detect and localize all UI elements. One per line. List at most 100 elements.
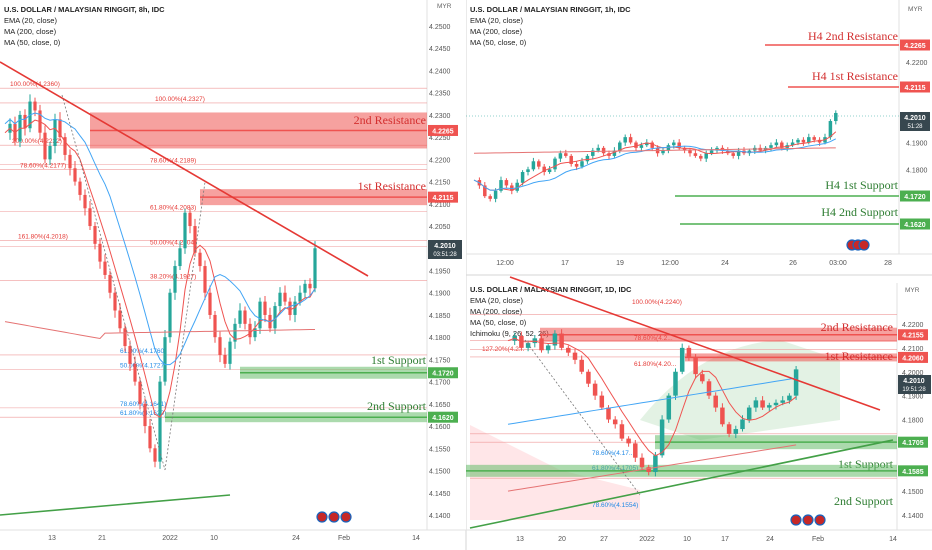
candle-body <box>599 395 605 408</box>
zone-label: 2nd Resistance <box>354 113 426 127</box>
price-tick-label: 4.1850 <box>429 313 451 320</box>
candle-body <box>515 182 519 191</box>
candle-body <box>646 467 651 473</box>
time-tick-label: 13 <box>48 535 56 542</box>
price-tick-label: 4.1800 <box>902 418 924 425</box>
time-tick-label: 14 <box>412 535 420 542</box>
price-tag <box>898 465 928 477</box>
fib-connector <box>524 339 641 496</box>
candle-body <box>787 395 792 401</box>
currency-label: MYR <box>905 287 920 294</box>
time-tick-label: 27 <box>600 536 608 543</box>
candle-body <box>103 261 107 275</box>
candle-body <box>113 292 117 311</box>
candle-body <box>68 154 72 169</box>
candle-body <box>564 153 568 156</box>
candle-body <box>626 438 631 444</box>
candle-body <box>303 283 307 293</box>
price-tick-label: 4.2000 <box>902 370 924 377</box>
candle-body <box>118 310 122 329</box>
candle-body <box>585 155 590 162</box>
candle-body <box>679 347 685 372</box>
indicator-label: MA (200, close) <box>470 307 523 316</box>
price-tag <box>428 367 458 379</box>
time-tick-label: 12:00 <box>496 260 514 267</box>
candle-body <box>706 381 712 396</box>
price-tag <box>898 329 928 341</box>
indicator-label: MA (200, close) <box>470 27 523 36</box>
fib-label: 78.60%(4.17... <box>592 450 634 457</box>
candle-body <box>713 395 718 408</box>
candle-body <box>88 208 92 227</box>
time-tick-label: 2022 <box>162 535 178 542</box>
candle-body <box>203 266 207 293</box>
candle-body <box>601 147 606 154</box>
candle-body <box>693 357 698 375</box>
price-tag-label: 4.2155 <box>902 333 924 340</box>
candle-body <box>633 443 638 458</box>
price-tick-label: 4.2200 <box>906 60 928 67</box>
candle-body <box>686 347 692 358</box>
indicator-label: Ichimoku (9, 26, 52, 26) <box>470 329 549 338</box>
price-tag-label: 4.1585 <box>902 469 924 476</box>
candle-body <box>488 196 492 199</box>
fib-label: 61.80%(4.1620) <box>120 410 166 417</box>
price-tag-label: 4.2115 <box>904 85 925 92</box>
trend-line-down <box>509 276 881 411</box>
candle-body <box>773 402 779 406</box>
candle-body <box>693 153 698 156</box>
current-price-tag <box>900 112 930 131</box>
price-tick-label: 4.2200 <box>902 322 924 329</box>
candle-body <box>704 153 708 159</box>
candle-body <box>688 150 692 154</box>
candle-body <box>223 354 227 364</box>
candle-body <box>73 168 77 182</box>
candle-body <box>760 400 765 408</box>
candle-body <box>23 114 27 129</box>
price-tick-label: 4.2500 <box>429 24 451 31</box>
price-tick-label: 4.2200 <box>429 157 451 164</box>
price-tag <box>428 411 458 423</box>
candle-body <box>123 328 127 347</box>
price-tick-label: 4.1400 <box>429 513 451 520</box>
candle-body <box>93 226 97 244</box>
price-tick-label: 4.2100 <box>902 346 924 353</box>
fib-label: 50.00%(4.2004) <box>150 239 196 246</box>
candle-body <box>525 343 531 348</box>
countdown: 03:51:28 <box>433 252 457 258</box>
candle-body <box>539 338 544 351</box>
price-tag <box>900 81 930 93</box>
ichimoku-cloud-green <box>640 340 840 440</box>
fib-label: 100.00%(4.2240) <box>632 299 682 306</box>
ma50-line <box>473 138 837 191</box>
price-tick-label: 4.1900 <box>906 141 928 148</box>
candle-body <box>591 150 595 156</box>
price-tag-label: 4.2115 <box>432 195 453 202</box>
candle-body <box>213 314 217 338</box>
candle-body <box>283 292 287 302</box>
current-price: 4.2010 <box>903 378 925 385</box>
candle-body <box>774 142 779 146</box>
candle-body <box>666 395 672 420</box>
current-price-tag <box>898 375 931 394</box>
candle-body <box>596 147 600 151</box>
candle-body <box>767 405 772 408</box>
candle-body <box>188 212 192 227</box>
candle-body <box>313 248 317 289</box>
candle-body <box>138 381 142 404</box>
currency-label: MYR <box>437 3 452 10</box>
candle-body <box>33 101 37 111</box>
candle-body <box>709 150 714 154</box>
candle-body <box>650 142 654 148</box>
candle-body <box>579 359 584 372</box>
currency-flag-icon <box>802 514 814 526</box>
fib-connector <box>164 181 206 471</box>
price-tick-label: 4.1600 <box>429 424 451 431</box>
price-tick-label: 4.1500 <box>429 469 451 476</box>
price-tag-label: 4.2060 <box>902 355 924 362</box>
price-tag-label: 4.1620 <box>432 415 454 422</box>
candle-body <box>504 180 509 186</box>
time-tick-label: Feb <box>338 535 350 542</box>
candle-body <box>493 190 498 199</box>
fib-label: 61.80%(4.20... <box>634 361 676 368</box>
